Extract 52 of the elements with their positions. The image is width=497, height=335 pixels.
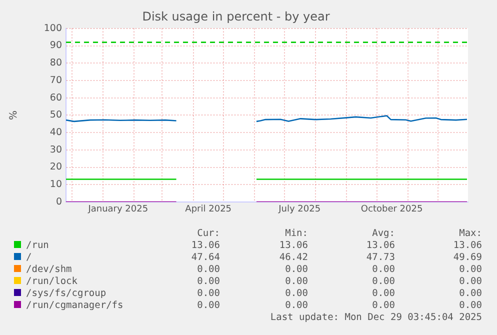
text: 0.00 xyxy=(458,264,482,276)
text: 13.06 xyxy=(365,240,395,252)
legend-label: /run/lock xyxy=(25,276,78,288)
text: Max: xyxy=(458,228,482,240)
legend-label: /sys/fs/cgroup xyxy=(25,288,106,300)
text: Last update: Mon Dec 29 03:45:04 2025 xyxy=(270,312,482,324)
text: 0.00 xyxy=(284,276,308,288)
text: 0.00 xyxy=(458,300,482,312)
text: 13.06 xyxy=(278,240,308,252)
y-tick-label: 40 xyxy=(50,127,62,138)
text: 0.00 xyxy=(458,276,482,288)
text: 47.73 xyxy=(365,252,395,264)
x-tick-label: October 2025 xyxy=(360,204,423,215)
x-tick-label: July 2025 xyxy=(278,204,321,215)
y-axis-title: % xyxy=(8,110,20,120)
y-tick-label: 10 xyxy=(50,179,62,190)
text: 0.00 xyxy=(196,276,220,288)
legend-label: / xyxy=(25,252,32,264)
legend-label: /dev/shm xyxy=(25,264,72,276)
text: 0.00 xyxy=(371,276,395,288)
y-tick-label: 100 xyxy=(44,22,62,34)
text: 13.06 xyxy=(190,240,220,252)
text: 0.00 xyxy=(371,300,395,312)
text: 0.00 xyxy=(371,264,395,276)
y-tick-label: 20 xyxy=(50,162,62,173)
text: 47.64 xyxy=(190,252,220,264)
text: 0.00 xyxy=(371,288,395,300)
text: 0.00 xyxy=(196,288,220,300)
text: 0.00 xyxy=(284,300,308,312)
text: 0.00 xyxy=(196,300,220,312)
text: 0.00 xyxy=(284,264,308,276)
y-tick-label: 60 xyxy=(50,92,62,104)
text: 0.00 xyxy=(284,288,308,300)
text: 13.06 xyxy=(452,240,482,252)
x-tick-label: January 2025 xyxy=(87,204,148,215)
y-tick-label: 0 xyxy=(56,196,62,208)
y-tick-label: 80 xyxy=(50,58,62,69)
text: 46.42 xyxy=(278,252,308,264)
text: 49.69 xyxy=(452,252,482,264)
y-tick-label: 70 xyxy=(50,74,62,86)
y-tick-label: 50 xyxy=(50,110,62,121)
y-tick-label: 90 xyxy=(50,40,62,52)
text: 0.00 xyxy=(196,264,220,276)
x-tick-label: April 2025 xyxy=(185,204,232,215)
text: Avg: xyxy=(371,228,395,240)
legend-label: /run xyxy=(25,240,49,252)
text: Cur: xyxy=(196,228,220,240)
text: Min: xyxy=(284,228,308,240)
y-tick-label: 30 xyxy=(50,144,62,156)
legend-label: /run/cgmanager/fs xyxy=(25,300,124,312)
text: 0.00 xyxy=(458,288,482,300)
chart-title: Disk usage in percent - by year xyxy=(142,9,330,24)
